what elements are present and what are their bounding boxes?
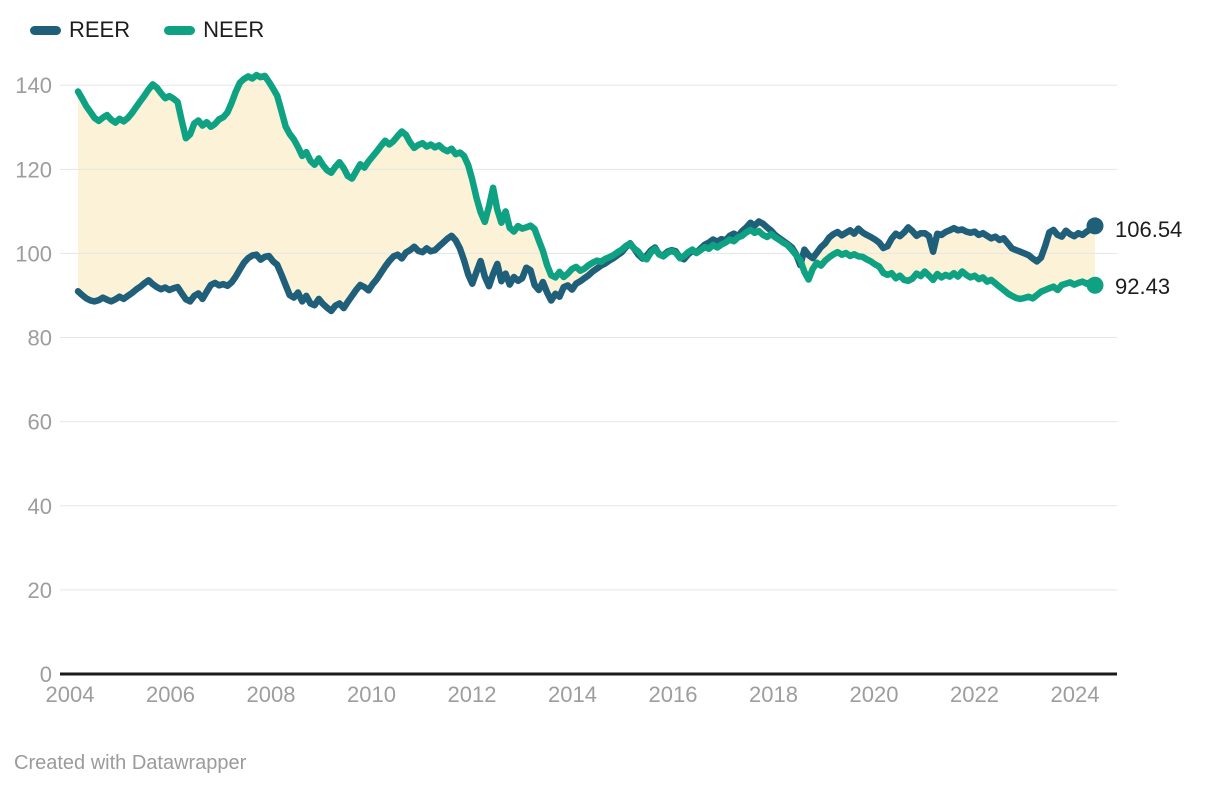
svg-text:60: 60 <box>28 410 52 435</box>
svg-text:40: 40 <box>28 494 52 519</box>
svg-text:2018: 2018 <box>749 682 798 707</box>
neer-line-swatch-icon <box>164 25 196 35</box>
legend: REER NEER <box>30 17 264 43</box>
neer-end-value-label: 92.43 <box>1115 274 1171 299</box>
svg-text:2012: 2012 <box>448 682 497 707</box>
line-chart: 0 20 40 60 80 100 120 140 2004 2006 2008 2010 2012 20… <box>15 71 1117 707</box>
svg-text:20: 20 <box>28 578 52 603</box>
svg-text:80: 80 <box>28 326 52 351</box>
svg-text:2006: 2006 <box>146 682 195 707</box>
reer-end-value-label: 106.54 <box>1115 217 1183 242</box>
svg-text:120: 120 <box>15 157 52 182</box>
svg-text:0: 0 <box>40 662 52 687</box>
legend-label-neer: NEER <box>203 17 265 42</box>
svg-text:2014: 2014 <box>548 682 597 707</box>
svg-text:2020: 2020 <box>850 682 899 707</box>
svg-text:2022: 2022 <box>950 682 999 707</box>
legend-label-reer: REER <box>69 17 131 42</box>
svg-text:2004: 2004 <box>46 682 95 707</box>
svg-text:2024: 2024 <box>1051 682 1100 707</box>
datawrapper-attribution-link[interactable]: Created with Datawrapper <box>14 752 247 774</box>
svg-text:2016: 2016 <box>649 682 698 707</box>
legend-item-neer: NEER <box>164 17 264 43</box>
svg-text:140: 140 <box>15 73 52 98</box>
svg-text:2010: 2010 <box>347 682 396 707</box>
legend-item-reer: REER <box>30 17 130 43</box>
reer-line-swatch-icon <box>30 25 61 35</box>
svg-text:100: 100 <box>15 241 52 266</box>
svg-text:2008: 2008 <box>247 682 296 707</box>
